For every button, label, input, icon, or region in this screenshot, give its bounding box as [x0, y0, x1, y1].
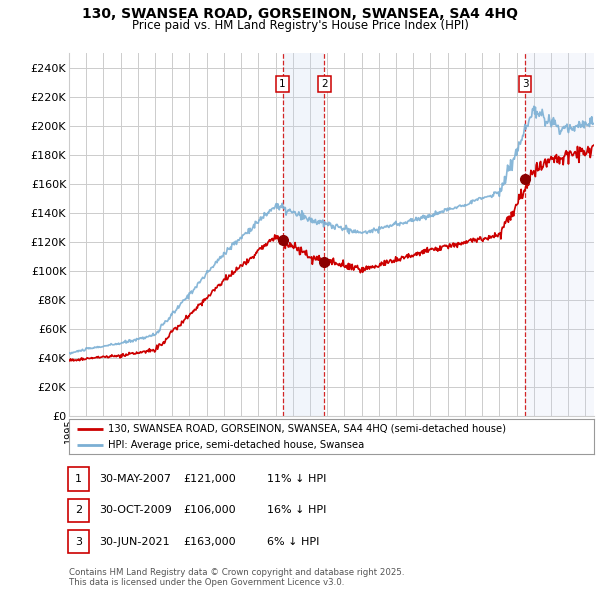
- Text: 30-MAY-2007: 30-MAY-2007: [99, 474, 171, 484]
- Bar: [283, 53, 324, 416]
- Text: 6% ↓ HPI: 6% ↓ HPI: [267, 537, 319, 546]
- Text: 130, SWANSEA ROAD, GORSEINON, SWANSEA, SA4 4HQ (semi-detached house): 130, SWANSEA ROAD, GORSEINON, SWANSEA, S…: [109, 424, 506, 434]
- Text: 11% ↓ HPI: 11% ↓ HPI: [267, 474, 326, 484]
- Text: £163,000: £163,000: [183, 537, 236, 546]
- Text: 130, SWANSEA ROAD, GORSEINON, SWANSEA, SA4 4HQ: 130, SWANSEA ROAD, GORSEINON, SWANSEA, S…: [82, 7, 518, 21]
- Text: 3: 3: [521, 79, 528, 89]
- Bar: [525, 53, 594, 416]
- Text: 16% ↓ HPI: 16% ↓ HPI: [267, 506, 326, 515]
- Text: 2: 2: [321, 79, 328, 89]
- Text: £121,000: £121,000: [183, 474, 236, 484]
- Text: Price paid vs. HM Land Registry's House Price Index (HPI): Price paid vs. HM Land Registry's House …: [131, 19, 469, 32]
- Text: £106,000: £106,000: [183, 506, 236, 515]
- Text: HPI: Average price, semi-detached house, Swansea: HPI: Average price, semi-detached house,…: [109, 441, 365, 450]
- Text: 1: 1: [280, 79, 286, 89]
- Text: Contains HM Land Registry data © Crown copyright and database right 2025.
This d: Contains HM Land Registry data © Crown c…: [69, 568, 404, 587]
- Text: 2: 2: [75, 506, 82, 515]
- Text: 3: 3: [75, 537, 82, 546]
- Text: 30-OCT-2009: 30-OCT-2009: [99, 506, 172, 515]
- Text: 30-JUN-2021: 30-JUN-2021: [99, 537, 170, 546]
- Text: 1: 1: [75, 474, 82, 484]
